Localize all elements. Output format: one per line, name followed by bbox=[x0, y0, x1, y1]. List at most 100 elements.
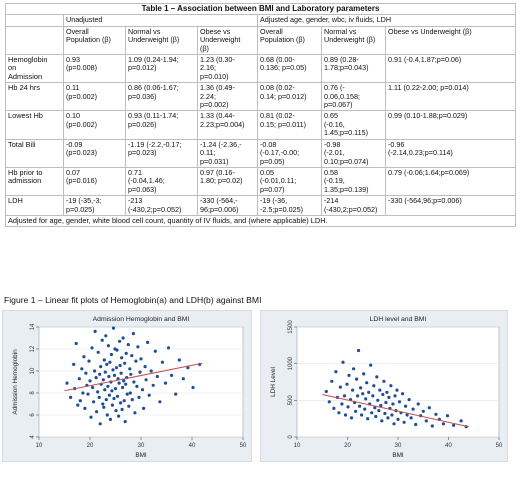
table-cell: 0.05 (-0.01,0.11; p=0.07) bbox=[257, 166, 322, 197]
x-tick-label: 50 bbox=[240, 443, 247, 449]
data-point bbox=[416, 402, 420, 406]
data-point bbox=[108, 417, 112, 421]
data-point bbox=[119, 371, 123, 375]
x-tick-label: 40 bbox=[445, 443, 452, 449]
data-point bbox=[98, 422, 102, 426]
data-point bbox=[139, 357, 143, 361]
x-axis-label: BMI bbox=[135, 452, 147, 459]
table-row: Hemoglobin on Admission 0.93 (p=0.008) 1… bbox=[5, 54, 516, 84]
figure-caption: Figure 1 – Linear fit plots of Hemoglobi… bbox=[4, 295, 262, 305]
data-point bbox=[106, 344, 110, 348]
data-point bbox=[367, 390, 371, 394]
data-point bbox=[117, 381, 121, 385]
table-cell: -19 (-35,-3; p=0.025) bbox=[63, 195, 126, 216]
data-point bbox=[138, 370, 142, 374]
data-point bbox=[124, 351, 128, 355]
data-point bbox=[390, 413, 394, 417]
data-point bbox=[373, 406, 377, 410]
data-point bbox=[186, 366, 190, 370]
table-cell: -19 (-36, -2.5;p=0.025) bbox=[257, 195, 322, 216]
data-point bbox=[134, 359, 138, 363]
data-point bbox=[115, 348, 119, 352]
data-point bbox=[80, 367, 84, 371]
data-point bbox=[395, 388, 399, 392]
data-point bbox=[137, 395, 141, 399]
data-point bbox=[338, 385, 342, 389]
data-point bbox=[355, 377, 359, 381]
data-point bbox=[387, 395, 391, 399]
data-point bbox=[77, 377, 81, 381]
data-point bbox=[379, 403, 383, 408]
data-point bbox=[103, 370, 107, 374]
table-footnote: Adjusted for age, gender, white blood ce… bbox=[5, 214, 516, 228]
data-point bbox=[125, 392, 129, 396]
data-point bbox=[74, 341, 78, 346]
data-point bbox=[378, 388, 382, 392]
data-point bbox=[98, 372, 102, 376]
table-title: Table 1 – Association between BMI and La… bbox=[5, 2, 516, 16]
data-point bbox=[117, 414, 121, 418]
data-point bbox=[371, 394, 375, 398]
column-header: Obese vs Underweight (β) bbox=[385, 25, 516, 56]
data-point bbox=[365, 381, 369, 385]
y-tick-label: 12 bbox=[30, 345, 36, 352]
data-point bbox=[133, 411, 137, 415]
x-tick-label: 20 bbox=[344, 443, 351, 449]
table-cell: -0.98 (-2.01, 0.10;p=0.074) bbox=[321, 138, 386, 168]
x-tick-label: 10 bbox=[294, 443, 301, 449]
data-point bbox=[83, 406, 87, 410]
y-tick-label: 4 bbox=[30, 435, 36, 439]
data-point bbox=[123, 420, 127, 424]
data-point bbox=[396, 417, 400, 421]
chart-title: LDH level and BMI bbox=[370, 316, 427, 323]
data-point bbox=[113, 387, 118, 391]
data-point bbox=[88, 379, 92, 383]
table-cell: 0.89 (0.28- 1.78;p=0.043) bbox=[321, 54, 386, 84]
data-point bbox=[342, 394, 347, 398]
group-header-adjusted: Adjusted age, gender, wbc, iv fluids, LD… bbox=[257, 14, 516, 27]
data-point bbox=[343, 413, 348, 417]
y-tick-label: 0 bbox=[288, 435, 294, 439]
data-point bbox=[129, 372, 133, 376]
table-cell: 1.36 (0.49- 2.24; p=0.002) bbox=[197, 82, 258, 112]
data-point bbox=[364, 397, 368, 401]
data-point bbox=[332, 406, 336, 410]
data-point bbox=[409, 416, 413, 420]
table-cell: 0.81 (0.02- 0.15; p=0.011) bbox=[257, 110, 322, 140]
data-point bbox=[122, 399, 126, 403]
row-label: Hb 24 hrs bbox=[5, 82, 64, 112]
y-tick-label: 10 bbox=[30, 367, 36, 374]
data-point bbox=[114, 366, 119, 370]
data-point bbox=[434, 412, 438, 416]
data-point bbox=[122, 379, 126, 383]
data-point bbox=[397, 400, 402, 404]
data-point bbox=[96, 350, 100, 354]
x-tick-label: 40 bbox=[189, 443, 196, 449]
data-point bbox=[421, 409, 425, 413]
data-point bbox=[400, 392, 405, 396]
data-point bbox=[86, 392, 90, 396]
table-row: LDH -19 (-35,-3; p=0.025) -213 (-430,2;p… bbox=[5, 195, 516, 216]
data-point bbox=[351, 388, 355, 392]
table-row: Total Bili -0.09 (p=0.023) -1.19 (-2.2,-… bbox=[5, 138, 516, 168]
data-point bbox=[103, 388, 107, 392]
data-point bbox=[391, 402, 395, 406]
data-point bbox=[81, 391, 85, 395]
data-point bbox=[140, 388, 145, 392]
data-point bbox=[459, 419, 463, 423]
row-label: LDH bbox=[5, 195, 64, 216]
data-point bbox=[427, 406, 431, 410]
data-point bbox=[108, 360, 112, 364]
data-point bbox=[445, 414, 450, 418]
x-tick-label: 20 bbox=[87, 443, 94, 449]
data-point bbox=[87, 359, 91, 363]
table-cell: -330 (-564,96;p=0.006) bbox=[385, 195, 516, 216]
table-cell: 0.86 (0.06-1.67; p=0.036) bbox=[125, 82, 198, 112]
row-label: Hemoglobin on Admission bbox=[5, 54, 64, 84]
data-point bbox=[89, 415, 93, 419]
data-point bbox=[383, 411, 387, 416]
data-point bbox=[334, 370, 338, 374]
data-point bbox=[345, 382, 349, 386]
data-point bbox=[107, 374, 111, 379]
data-point bbox=[92, 400, 96, 404]
